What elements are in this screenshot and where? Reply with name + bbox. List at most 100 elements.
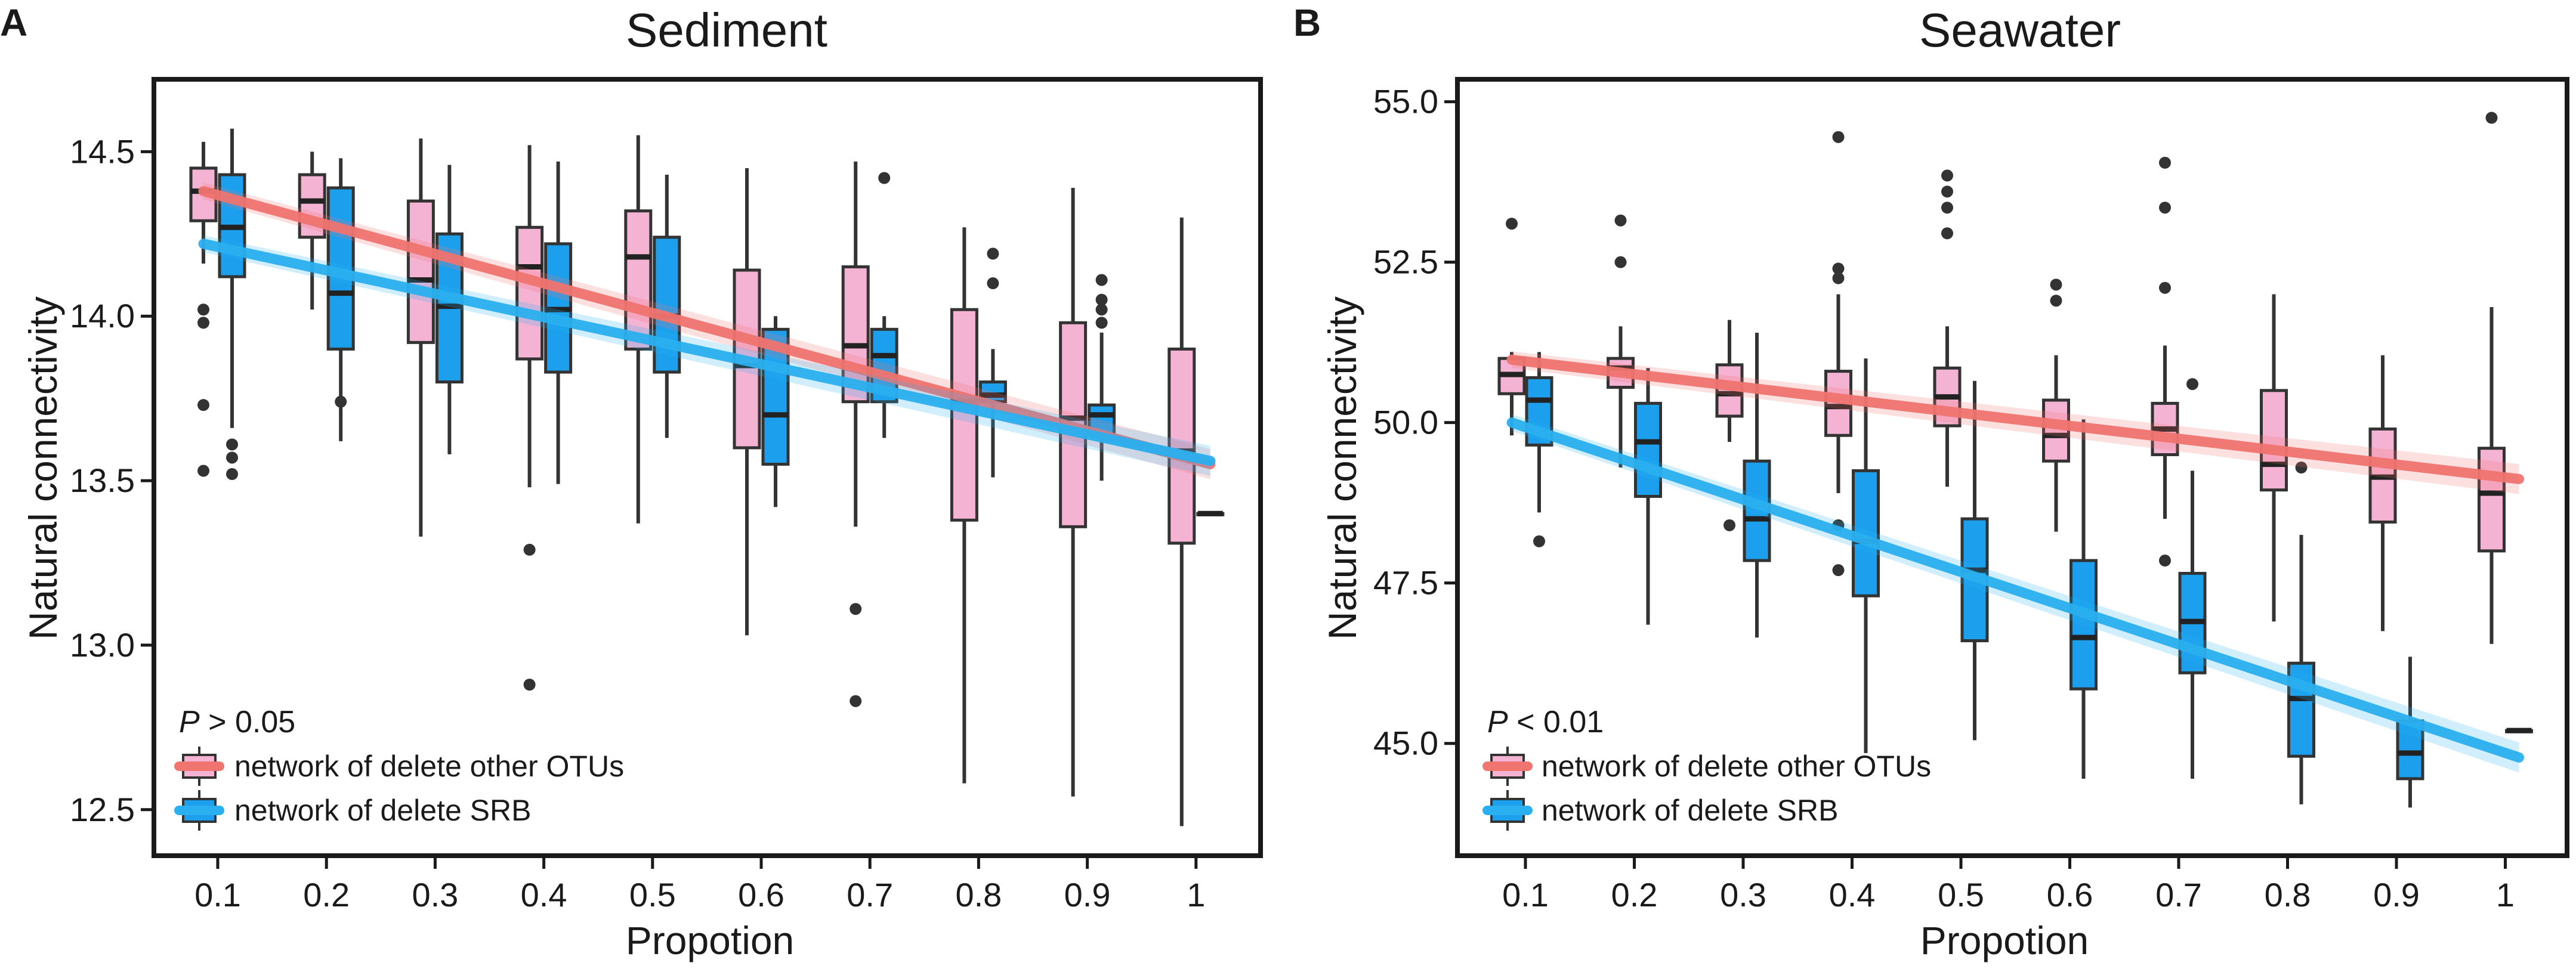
panel-letter: B — [1293, 1, 1321, 44]
chart-title: Sediment — [626, 4, 827, 57]
outlier-point — [523, 679, 536, 691]
chart-title: Seawater — [1919, 4, 2121, 57]
x-tick-label: 0.9 — [1064, 876, 1111, 914]
plot-border — [152, 77, 1263, 858]
x-tick-label: 0.1 — [194, 876, 241, 914]
legend-key-other-otus — [174, 747, 224, 786]
outlier-point — [1533, 535, 1545, 547]
x-axis-title: Propotion — [626, 918, 795, 962]
y-tick-label: 14.5 — [70, 132, 135, 170]
panel-letter: A — [0, 1, 27, 44]
legend-label-srb: network of delete SRB — [234, 794, 532, 827]
outlier-point — [1941, 169, 1953, 182]
outlier-point — [2159, 202, 2171, 214]
x-tick-label: 1 — [2496, 876, 2515, 914]
outlier-point — [1832, 131, 1845, 143]
x-tick-label: 0.6 — [738, 876, 784, 914]
y-tick-label: 50.0 — [1373, 404, 1438, 441]
box — [2042, 398, 2070, 463]
outlier-point — [1095, 317, 1108, 329]
series-srb — [1525, 333, 2533, 808]
box — [2260, 389, 2288, 492]
outlier-point — [987, 247, 999, 260]
y-tick-label: 47.5 — [1373, 564, 1438, 602]
outlier-point — [2159, 555, 2171, 567]
y-tick-label: 52.5 — [1373, 243, 1438, 281]
box — [515, 225, 544, 361]
legend-key-srb — [174, 790, 224, 831]
outlier-point — [1095, 274, 1108, 286]
outlier-point — [2485, 112, 2498, 124]
box — [2396, 719, 2424, 781]
outlier-point — [1095, 293, 1108, 306]
y-tick-label: 12.5 — [70, 791, 135, 828]
x-tick-label: 0.2 — [1611, 876, 1658, 914]
x-tick-label: 0.5 — [1938, 876, 1984, 914]
box — [1634, 401, 1662, 498]
legend-key-srb — [1482, 790, 1533, 831]
x-tick-label: 1 — [1187, 876, 1205, 914]
panel-seawater: B Seawater Natural connectivity Propotio… — [1293, 1, 2569, 962]
box — [2070, 559, 2098, 691]
outlier-point — [523, 543, 536, 556]
outlier-point — [197, 399, 209, 411]
plot-area — [1497, 112, 2533, 808]
x-tick-label: 0.4 — [1829, 876, 1876, 914]
plot-area — [189, 128, 1225, 826]
outlier-point — [2050, 295, 2062, 307]
outlier-point — [1832, 564, 1845, 577]
outlier-point — [335, 395, 347, 408]
y-tick-label: 55.0 — [1373, 83, 1438, 120]
box — [406, 199, 435, 344]
outlier-point — [2186, 378, 2198, 391]
outlier-point — [1614, 256, 1627, 268]
outlier-point — [850, 695, 862, 707]
legend-label-other-otus: network of delete other OTUs — [1542, 750, 1931, 783]
x-tick-label: 0.4 — [521, 876, 567, 914]
x-tick-label: 0.7 — [847, 876, 893, 914]
outlier-point — [226, 438, 238, 451]
outlier-point — [2050, 278, 2062, 291]
outlier-point — [2159, 281, 2171, 294]
x-axis-title: Propotion — [1920, 918, 2089, 962]
x-tick-label: 0.6 — [2047, 876, 2093, 914]
y-tick-label: 13.0 — [70, 626, 135, 664]
outlier-point — [1614, 214, 1627, 227]
trend-line — [1506, 417, 2524, 763]
legend-key-other-otus — [1482, 747, 1533, 786]
outlier-point — [1506, 218, 1518, 230]
trend-line — [1506, 354, 2524, 484]
outlier-point — [850, 603, 862, 615]
outlier-point — [226, 468, 238, 481]
outlier-point — [197, 304, 209, 316]
y-axis-title: Natural connectivity — [21, 296, 65, 640]
outlier-point — [878, 172, 891, 184]
outlier-point — [1095, 304, 1108, 316]
x-tick-label: 0.8 — [2265, 876, 2311, 914]
x-tick-label: 0.7 — [2155, 876, 2202, 914]
outlier-point — [1832, 272, 1845, 284]
outlier-point — [1723, 519, 1735, 531]
y-tick-label: 14.0 — [70, 297, 135, 335]
outlier-point — [2159, 156, 2171, 169]
panel-sediment: A Sediment Natural connectivity Propotio… — [0, 1, 1263, 962]
outlier-point — [1941, 202, 1953, 214]
outlier-point — [1941, 185, 1953, 198]
series-other-otus — [1497, 112, 2506, 644]
outlier-point — [197, 465, 209, 477]
p-value-annotation: P < 0.01 — [1487, 705, 1604, 739]
p-value-annotation: P > 0.05 — [179, 705, 295, 739]
x-tick-label: 0.3 — [412, 876, 458, 914]
x-tick-label: 0.1 — [1502, 876, 1549, 914]
x-tick-label: 0.8 — [955, 876, 1002, 914]
y-tick-label: 13.5 — [70, 462, 135, 499]
trend-line — [198, 186, 1216, 469]
legend-label-srb: network of delete SRB — [1542, 794, 1839, 827]
legend: P > 0.05 network of delete other OTUs ne… — [174, 705, 624, 831]
y-tick-label: 45.0 — [1373, 725, 1438, 762]
x-tick-label: 0.9 — [2373, 876, 2420, 914]
outlier-point — [2295, 462, 2308, 473]
plot-border — [1455, 77, 2569, 858]
x-tick-label: 0.3 — [1720, 876, 1766, 914]
